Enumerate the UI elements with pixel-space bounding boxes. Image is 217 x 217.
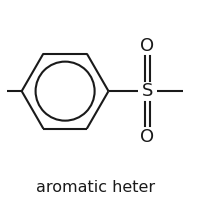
Text: aromatic heter: aromatic heter (36, 180, 155, 195)
Text: O: O (140, 128, 155, 146)
Text: O: O (140, 37, 155, 54)
Text: S: S (142, 82, 153, 100)
